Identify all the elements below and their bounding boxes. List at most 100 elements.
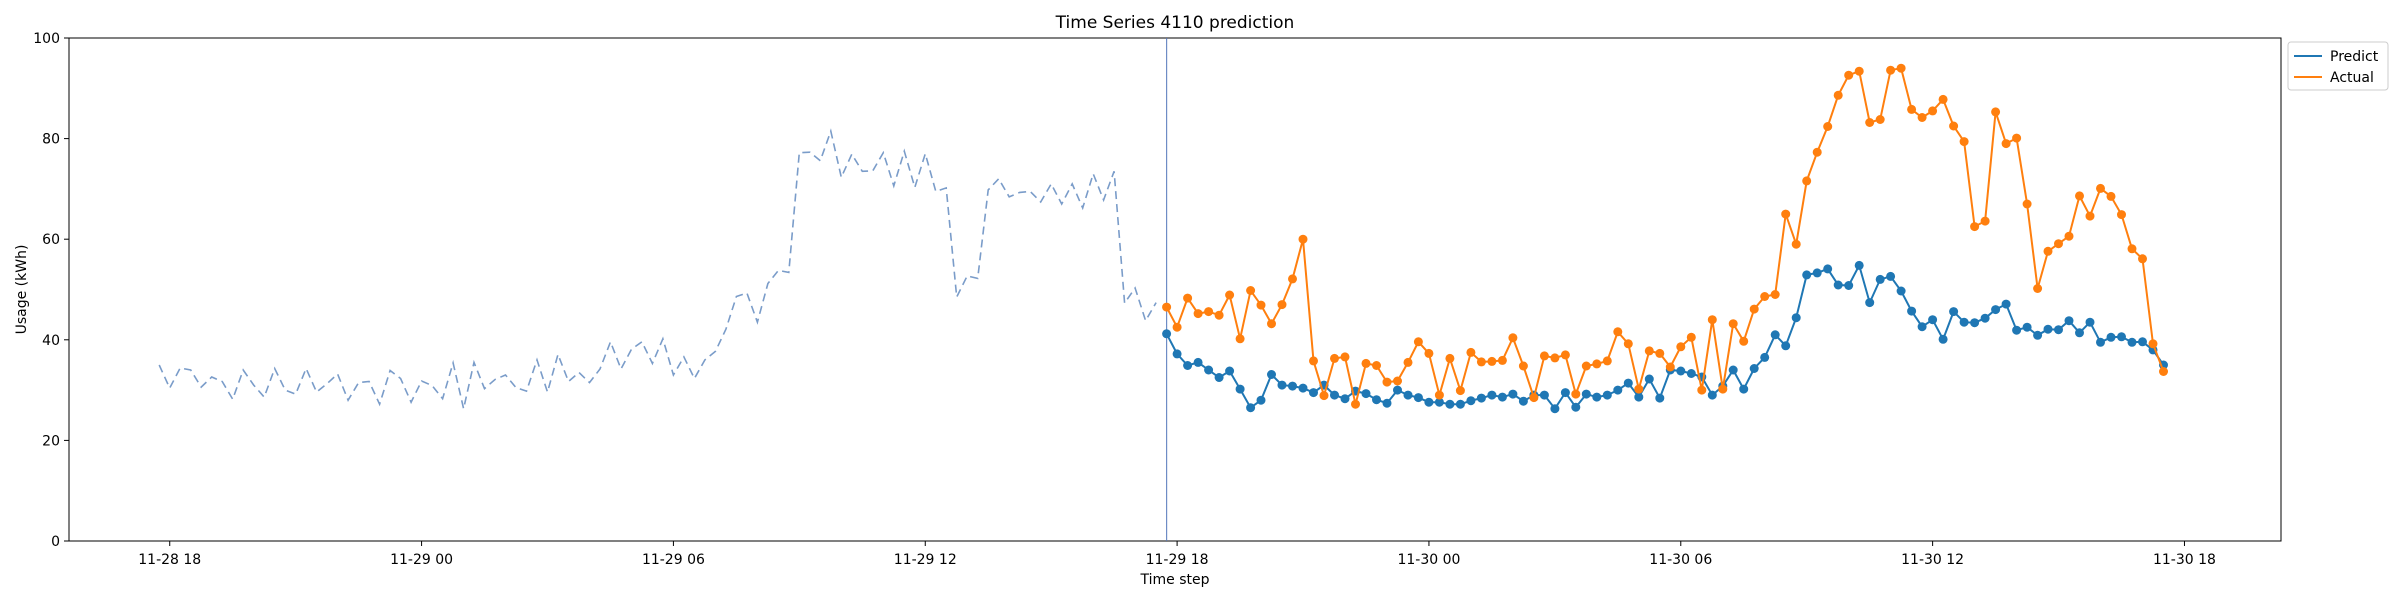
- actual-series-line: [1165, 67, 2165, 405]
- actual-point: [1791, 239, 1801, 249]
- predict-point: [2106, 332, 2116, 342]
- predict-point: [2064, 316, 2074, 326]
- x-tick-label: 11-30 06: [1649, 552, 1712, 568]
- predict-point: [1655, 393, 1665, 403]
- actual-point: [2033, 284, 2043, 293]
- actual-point: [1298, 234, 1308, 244]
- actual-point: [1518, 361, 1528, 371]
- predict-point: [1917, 322, 1927, 332]
- predict-point: [1581, 389, 1591, 399]
- predict-point: [1372, 395, 1381, 405]
- predict-point: [1781, 341, 1791, 351]
- actual-point: [1928, 106, 1938, 116]
- predict-point: [1896, 286, 1906, 296]
- plot-frame: [68, 37, 2282, 542]
- x-tick-label: 11-29 18: [1146, 552, 1209, 568]
- legend-label-actual: Actual: [2330, 70, 2374, 86]
- actual-point: [1760, 292, 1770, 301]
- predict-point: [1466, 396, 1476, 406]
- predict-point: [1833, 280, 1843, 290]
- actual-point: [1571, 389, 1581, 399]
- predict-point: [1288, 381, 1297, 391]
- plot-area: 0 20 40 60 80 100 11-28 18 11-29 00 11-29 06 11-2…: [33, 31, 2282, 568]
- predict-point: [2054, 325, 2063, 335]
- actual-point: [1938, 94, 1948, 104]
- actual-point: [1403, 357, 1413, 367]
- actual-point: [1372, 361, 1381, 370]
- predict-point: [1445, 399, 1455, 409]
- predict-point: [1518, 396, 1528, 406]
- predict-point: [1959, 317, 1969, 327]
- actual-point: [2075, 191, 2084, 201]
- predict-point: [1424, 397, 1434, 407]
- actual-point: [1330, 353, 1339, 363]
- predict-point: [1413, 393, 1423, 403]
- predict-point: [1571, 402, 1581, 412]
- predict-point: [1854, 260, 1864, 270]
- predict-point: [1340, 394, 1350, 404]
- actual-point: [2159, 367, 2168, 376]
- actual-point: [1959, 137, 1969, 147]
- actual-point: [1718, 384, 1728, 394]
- actual-point: [2127, 244, 2137, 254]
- actual-point: [1455, 386, 1465, 396]
- actual-point: [1193, 309, 1203, 319]
- actual-point: [1634, 384, 1644, 394]
- predict-point: [2096, 337, 2105, 347]
- predict-point: [1246, 403, 1256, 413]
- actual-point: [1309, 356, 1318, 366]
- predict-point: [1403, 390, 1413, 400]
- actual-point: [1288, 274, 1297, 284]
- actual-point: [1802, 176, 1812, 186]
- predict-point: [1749, 364, 1759, 373]
- predict-point: [1592, 392, 1602, 402]
- predict-point: [2033, 330, 2043, 340]
- predict-point: [1476, 393, 1486, 403]
- predict-point: [1812, 268, 1822, 278]
- predict-point: [1183, 361, 1193, 370]
- actual-point: [1581, 361, 1591, 371]
- predict-point: [1539, 390, 1549, 400]
- actual-point: [1854, 66, 1864, 76]
- actual-point: [1497, 355, 1507, 365]
- actual-point: [1539, 351, 1549, 361]
- actual-point: [1823, 122, 1833, 131]
- y-tick-label: 100: [33, 31, 60, 47]
- actual-point: [1476, 357, 1486, 367]
- actual-point: [1602, 356, 1612, 366]
- predict-point: [2138, 337, 2147, 347]
- actual-point: [1529, 393, 1539, 403]
- predict-point: [1791, 313, 1801, 323]
- predict-point: [1455, 399, 1465, 409]
- x-tick-label: 11-30 00: [1397, 552, 1460, 568]
- actual-point: [1665, 362, 1675, 372]
- actual-point: [1833, 90, 1843, 100]
- predict-point: [1728, 365, 1738, 375]
- predict-point: [1277, 380, 1287, 390]
- actual-point: [1697, 385, 1707, 395]
- actual-point: [2138, 254, 2147, 264]
- actual-point: [1739, 336, 1749, 346]
- predict-point: [1844, 281, 1854, 290]
- predict-point: [1970, 318, 1980, 328]
- actual-point: [1434, 390, 1444, 400]
- predict-point: [1560, 388, 1570, 398]
- y-tick-label: 80: [42, 132, 60, 148]
- predict-point: [2001, 299, 2011, 309]
- actual-point: [1550, 353, 1560, 363]
- actual-point: [1319, 391, 1329, 401]
- actual-point: [1896, 63, 1906, 73]
- predict-point: [1886, 271, 1896, 281]
- predict-point: [1980, 313, 1990, 323]
- predict-point: [1256, 395, 1266, 405]
- actual-point: [1686, 332, 1696, 342]
- actual-point: [1487, 356, 1497, 366]
- predict-point: [1928, 315, 1938, 325]
- predict-point: [1382, 398, 1392, 408]
- actual-point: [1749, 304, 1759, 314]
- actual-point: [1277, 300, 1287, 310]
- actual-point: [2148, 339, 2158, 349]
- actual-point: [1970, 222, 1980, 232]
- x-tick-label: 11-29 06: [642, 552, 705, 568]
